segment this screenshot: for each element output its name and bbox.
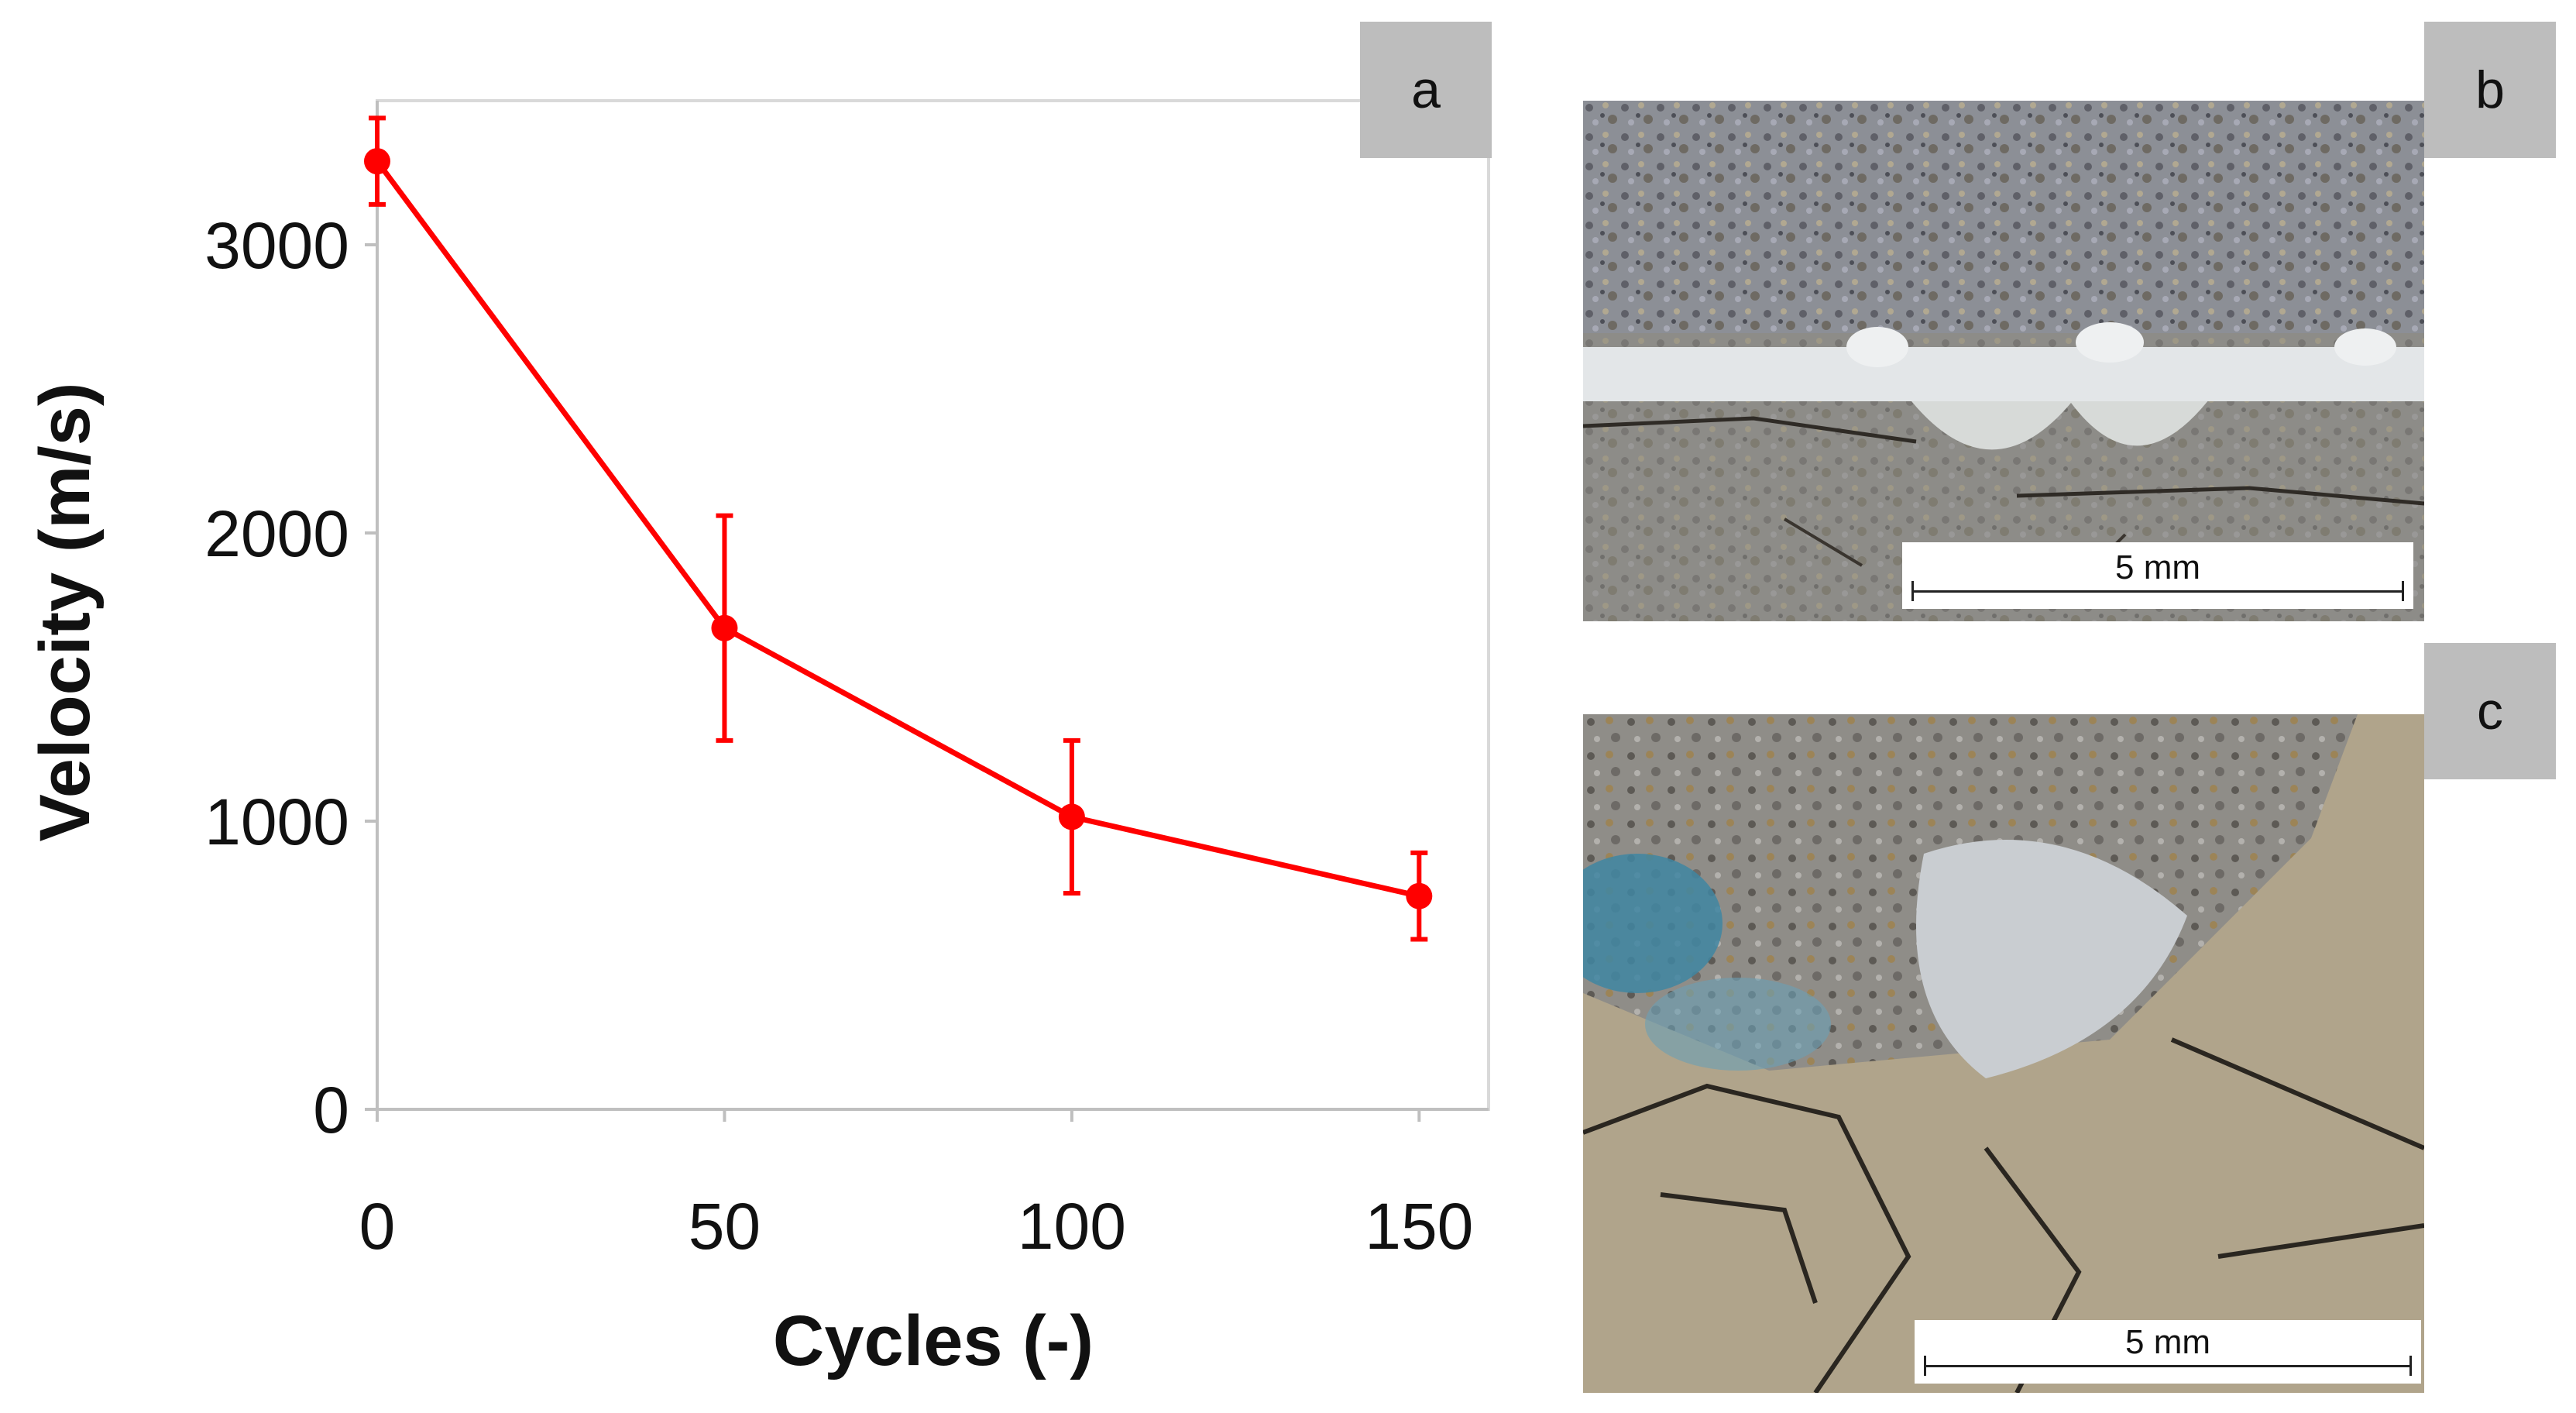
y-tick-label: 1000 <box>204 786 349 858</box>
y-axis-label: Velocity (m/s) <box>26 382 105 841</box>
scale-line-c <box>1924 1365 2412 1367</box>
scale-tick-b-left <box>1911 581 1914 601</box>
scale-label-c: 5 mm <box>2125 1323 2210 1361</box>
scale-label-b: 5 mm <box>2115 548 2200 586</box>
scale-bar-b: 5 mm <box>1902 542 2413 609</box>
panel-b-tag: b <box>2424 22 2556 158</box>
scale-bar-c: 5 mm <box>1915 1320 2421 1384</box>
data-point <box>364 148 390 175</box>
y-tick-label: 2000 <box>204 497 349 570</box>
micrograph-c: 5 mm <box>1583 714 2424 1393</box>
panel-c-tag: c <box>2424 643 2556 779</box>
x-tick-label: 0 <box>359 1190 396 1263</box>
data-point <box>711 614 738 641</box>
data-point <box>1058 803 1085 830</box>
data-point <box>1406 882 1433 909</box>
x-axis-ticks: 0 50 100 150 <box>359 1109 1473 1263</box>
x-axis-label: Cycles (-) <box>773 1301 1094 1380</box>
x-tick-label: 150 <box>1365 1190 1473 1263</box>
y-tick-label: 0 <box>313 1074 349 1147</box>
scale-tick-b-right <box>2402 581 2404 601</box>
y-tick-label: 3000 <box>204 209 349 282</box>
panel-a-tag: a <box>1360 22 1492 158</box>
series-line <box>375 160 1420 899</box>
x-tick-label: 50 <box>689 1190 761 1263</box>
scale-tick-c-right <box>2409 1356 2412 1376</box>
plot-frame <box>376 99 1490 1111</box>
series-layer <box>364 115 1433 942</box>
scale-tick-c-left <box>1924 1356 1926 1376</box>
x-tick-label: 100 <box>1018 1190 1126 1263</box>
scale-line-b <box>1911 590 2404 593</box>
y-axis-ticks: 0 1000 2000 3000 <box>204 209 377 1147</box>
micrograph-b: 5 mm <box>1583 101 2424 621</box>
velocity-chart: 0 1000 2000 3000 0 50 100 150 Cycles (-) Veloc… <box>26 99 1490 1380</box>
